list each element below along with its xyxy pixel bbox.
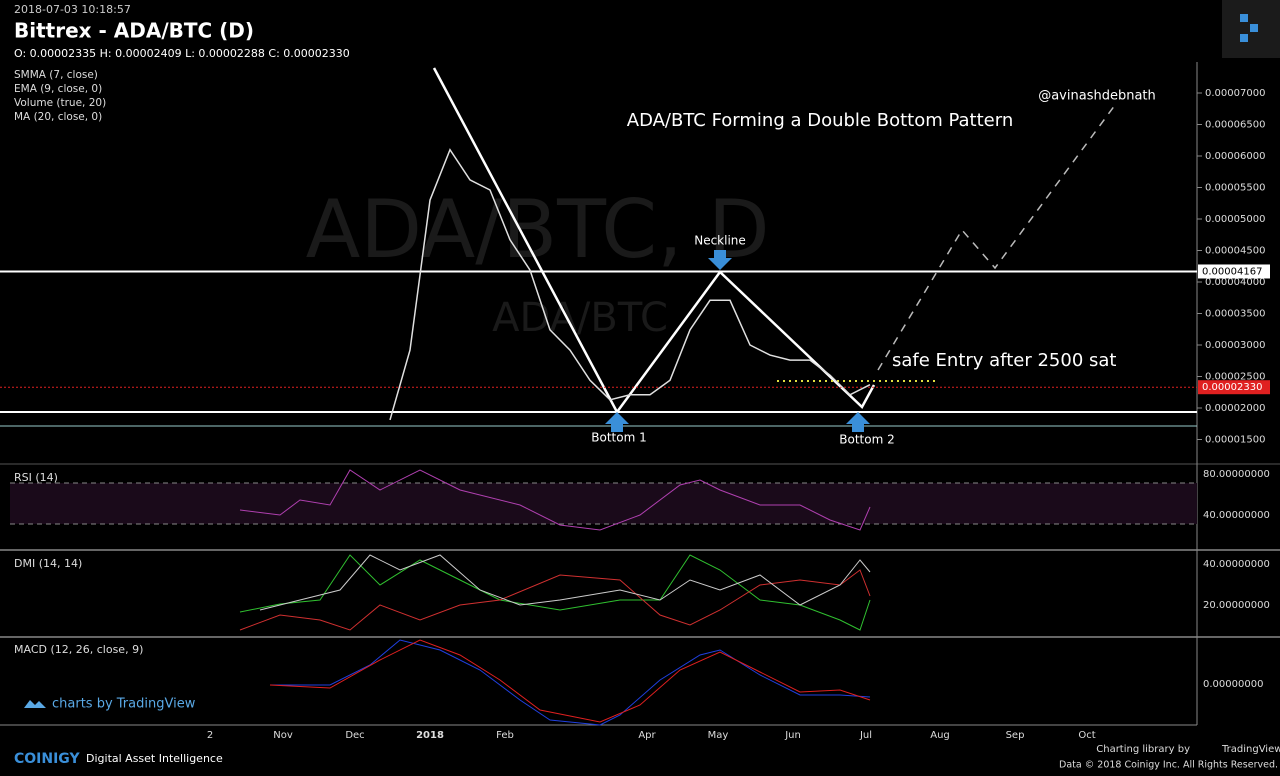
x-tick-label: 2018 <box>416 730 444 741</box>
x-tick-label: Nov <box>273 730 293 741</box>
pane-tick: 80.00000000 <box>1203 469 1270 480</box>
pane-tick: 40.00000000 <box>1203 559 1270 570</box>
tv-link[interactable]: charts by TradingView <box>52 697 196 712</box>
annotation-title: ADA/BTC Forming a Double Bottom Pattern <box>627 110 1013 131</box>
y-tick-label: 0.00004500 <box>1205 245 1265 256</box>
arrow <box>846 412 870 432</box>
x-tick-label: 2 <box>207 730 213 741</box>
x-tick-label: Dec <box>345 730 364 741</box>
y-tick-label: 0.00007000 <box>1205 88 1265 99</box>
y-tick-label: 0.00002000 <box>1205 403 1265 414</box>
x-tick-label: Jun <box>784 730 801 741</box>
study: Volume (true, 20) <box>14 97 106 109</box>
x-tick-label: Sep <box>1006 730 1025 741</box>
x-tick-label: Aug <box>930 730 950 741</box>
pane-title: DMI (14, 14) <box>14 557 82 570</box>
y-tick-label: 0.00005000 <box>1205 214 1265 225</box>
macd-line <box>270 639 871 726</box>
y-tick-label: 0.00006500 <box>1205 119 1265 130</box>
price-label: 0.00004167 <box>1202 266 1262 277</box>
pane-title: RSI (14) <box>14 471 58 484</box>
tagline: Digital Asset Intelligence <box>86 752 223 765</box>
dmi-plus <box>239 554 871 631</box>
timestamp: 2018-07-03 10:18:57 <box>14 3 131 16</box>
adx <box>259 554 871 611</box>
price-label-box <box>1198 264 1270 279</box>
projection <box>877 104 1116 371</box>
bottom-label: Bottom 1 <box>591 431 646 445</box>
price-line-series <box>389 148 871 421</box>
y-tick-label: 0.00004000 <box>1205 277 1265 288</box>
copyright: Data © 2018 Coinigy Inc. All Rights Rese… <box>1059 760 1278 771</box>
library-name: TradingView <box>1221 744 1280 755</box>
macd-signal <box>269 639 871 723</box>
title: Bittrex - ADA/BTC (D) <box>14 19 254 43</box>
x-tick-label: Apr <box>638 730 656 741</box>
y-tick-label: 0.00003500 <box>1205 308 1265 319</box>
dmi-minus <box>239 569 871 631</box>
library: Charting library by <box>1096 744 1190 755</box>
brand: COINIGY <box>14 751 80 767</box>
logo <box>1250 24 1258 32</box>
study: SMMA (7, close) <box>14 69 98 81</box>
pane-title: MACD (12, 26, close, 9) <box>14 643 143 656</box>
rsi-band <box>10 483 1197 524</box>
x-tick-label: Oct <box>1078 730 1095 741</box>
author: @avinashdebnath <box>1038 89 1156 104</box>
watermark-sub: ADA/BTC <box>492 295 668 341</box>
pane-tick: 0.00000000 <box>1203 679 1263 690</box>
study: EMA (9, close, 0) <box>14 83 102 95</box>
logo <box>1240 14 1248 22</box>
ohlc: O: 0.00002335 H: 0.00002409 L: 0.0000228… <box>14 47 350 60</box>
study: MA (20, close, 0) <box>14 111 102 123</box>
neckline-label: Neckline <box>694 234 746 248</box>
tv-icon <box>24 700 46 708</box>
y-tick-label: 0.00006000 <box>1205 151 1265 162</box>
x-tick-label: Jul <box>859 730 872 741</box>
price-label-box <box>1198 380 1270 395</box>
entry-label: safe Entry after 2500 sat <box>892 350 1116 371</box>
pane-tick: 20.00000000 <box>1203 600 1270 611</box>
y-tick-label: 0.00005500 <box>1205 182 1265 193</box>
arrow <box>708 250 732 270</box>
x-tick-label: Feb <box>496 730 514 741</box>
y-tick-label: 0.00002500 <box>1205 371 1265 382</box>
pane-tick: 40.00000000 <box>1203 510 1270 521</box>
price-label: 0.00002330 <box>1202 382 1262 393</box>
logo <box>1240 34 1248 42</box>
bottom-label: Bottom 2 <box>839 433 894 447</box>
y-tick-label: 0.00003000 <box>1205 340 1265 351</box>
x-tick-label: May <box>708 730 729 741</box>
rsi-line <box>239 469 871 531</box>
y-tick-label: 0.00001500 <box>1205 435 1265 446</box>
arrow <box>605 412 629 432</box>
